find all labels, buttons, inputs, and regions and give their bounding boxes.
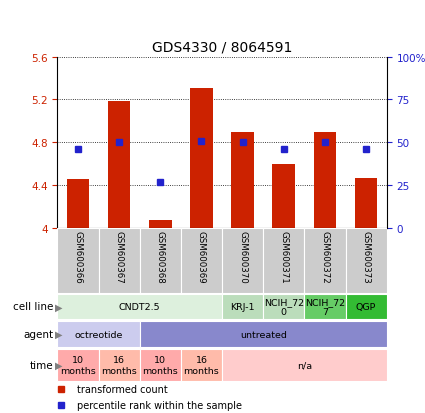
- Bar: [222, 349, 387, 381]
- Bar: [140, 349, 181, 381]
- Bar: [263, 294, 304, 319]
- Bar: [57, 322, 140, 347]
- Text: time: time: [29, 360, 53, 370]
- Bar: [346, 229, 387, 293]
- Bar: [231, 133, 254, 229]
- Bar: [304, 294, 346, 319]
- Bar: [222, 229, 263, 293]
- Text: 10
months: 10 months: [142, 356, 178, 375]
- Text: GSM600371: GSM600371: [279, 231, 288, 283]
- Bar: [222, 294, 263, 319]
- Text: CNDT2.5: CNDT2.5: [119, 302, 161, 311]
- Bar: [57, 294, 222, 319]
- Text: NCIH_72
7: NCIH_72 7: [305, 297, 345, 316]
- Text: ▶: ▶: [55, 360, 63, 370]
- Bar: [57, 349, 99, 381]
- Text: untreated: untreated: [240, 330, 287, 339]
- Bar: [140, 322, 387, 347]
- Bar: [346, 294, 387, 319]
- Bar: [190, 88, 213, 229]
- Text: KRJ-1: KRJ-1: [230, 302, 255, 311]
- Text: 10
months: 10 months: [60, 356, 96, 375]
- Text: ▶: ▶: [55, 329, 63, 339]
- Bar: [272, 164, 295, 229]
- Text: QGP: QGP: [356, 302, 377, 311]
- Bar: [263, 229, 304, 293]
- Bar: [181, 349, 222, 381]
- Title: GDS4330 / 8064591: GDS4330 / 8064591: [152, 41, 292, 55]
- Text: GSM600373: GSM600373: [362, 231, 371, 283]
- Text: octreotide: octreotide: [74, 330, 123, 339]
- Text: transformed count: transformed count: [77, 384, 168, 394]
- Bar: [108, 101, 130, 229]
- Bar: [181, 229, 222, 293]
- Bar: [67, 180, 89, 229]
- Text: GSM600367: GSM600367: [115, 231, 124, 283]
- Text: agent: agent: [23, 329, 53, 339]
- Text: percentile rank within the sample: percentile rank within the sample: [77, 400, 242, 410]
- Bar: [140, 229, 181, 293]
- Text: 16
months: 16 months: [184, 356, 219, 375]
- Text: NCIH_72
0: NCIH_72 0: [264, 297, 304, 316]
- Text: GSM600372: GSM600372: [320, 231, 329, 283]
- Text: 16
months: 16 months: [101, 356, 137, 375]
- Bar: [314, 133, 336, 229]
- Text: n/a: n/a: [297, 361, 312, 370]
- Text: cell line: cell line: [13, 301, 53, 312]
- Text: GSM600369: GSM600369: [197, 231, 206, 283]
- Bar: [57, 229, 99, 293]
- Bar: [304, 229, 346, 293]
- Bar: [149, 220, 172, 229]
- Bar: [99, 229, 140, 293]
- Bar: [99, 349, 140, 381]
- Text: GSM600368: GSM600368: [156, 231, 165, 283]
- Text: GSM600366: GSM600366: [74, 231, 82, 283]
- Bar: [355, 178, 377, 229]
- Text: ▶: ▶: [55, 301, 63, 312]
- Text: GSM600370: GSM600370: [238, 231, 247, 283]
